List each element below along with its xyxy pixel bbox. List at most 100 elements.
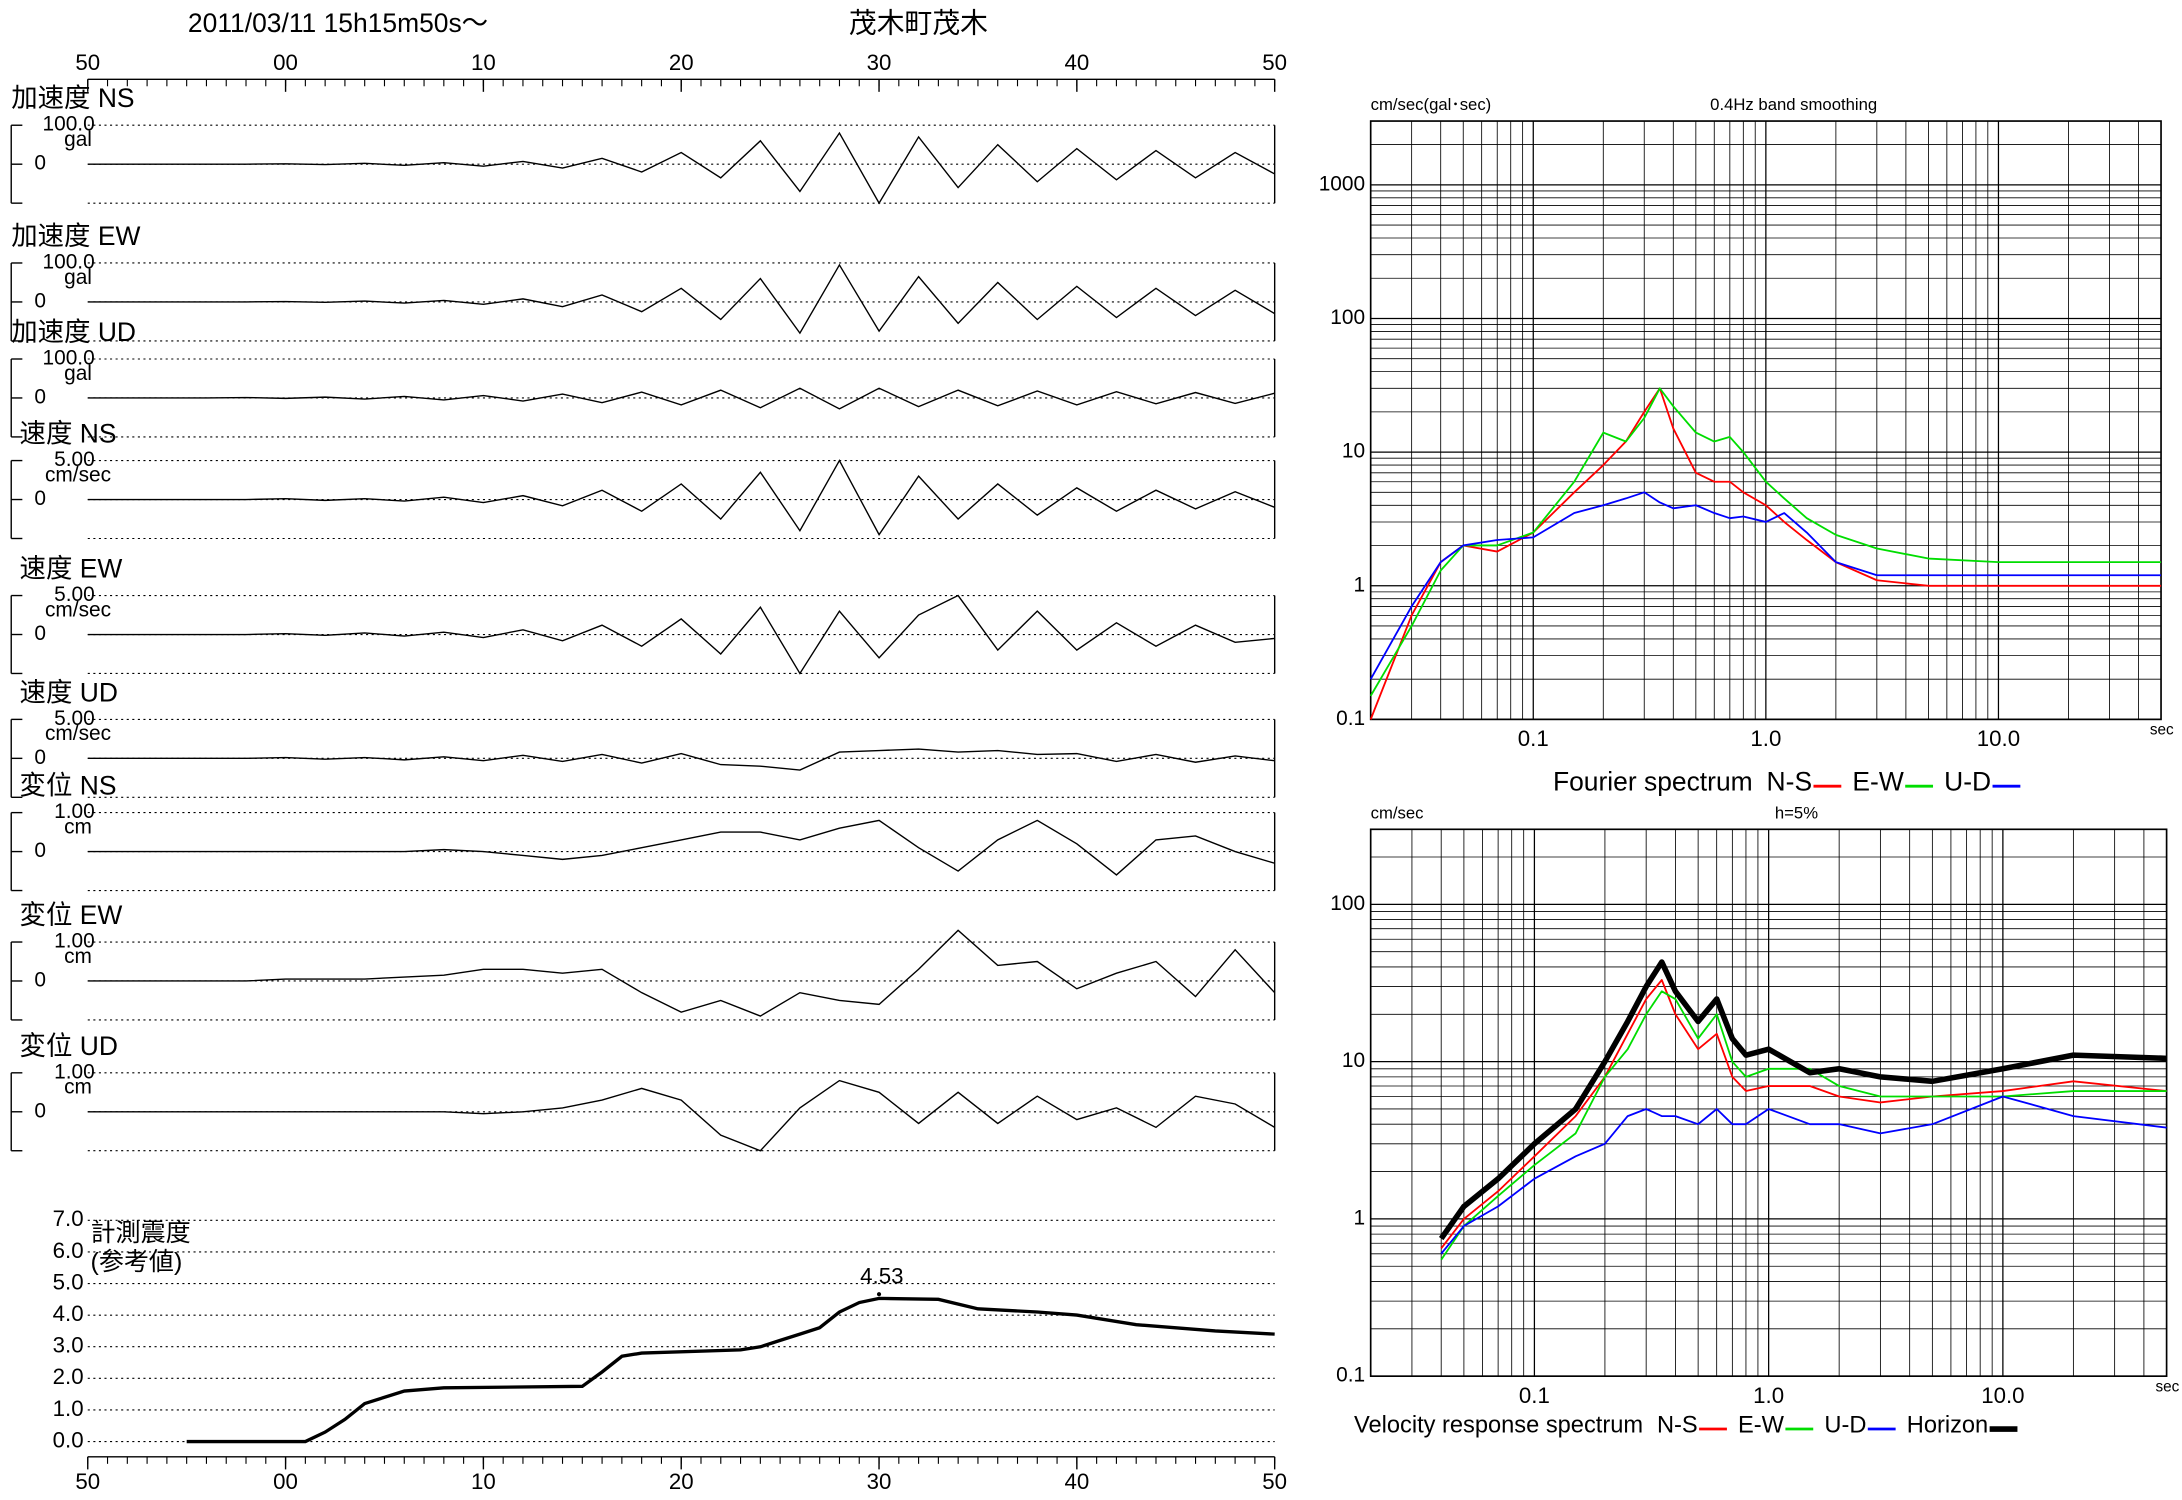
y-tick-label: 1000 <box>1319 172 1365 195</box>
legend-entry: N-S <box>1657 1413 1698 1439</box>
y-tick-label: 0 <box>34 289 46 312</box>
y-tick-label: 0.1 <box>1336 707 1365 730</box>
y-tick-label: 0 <box>34 839 46 862</box>
x-tick-label: 10.0 <box>1977 726 2020 751</box>
y-tick-label: 0.0 <box>53 1427 84 1452</box>
legend-title: Velocity response spectrum <box>1354 1413 1643 1439</box>
y-axis-label: cm/sec(gal･sec) <box>1371 95 1492 114</box>
intensity-subtitle: (参考値) <box>91 1248 183 1276</box>
unit-label: cm/sec <box>45 463 111 486</box>
x-tick-label: 50 <box>75 50 100 75</box>
y-axis-label: cm/sec <box>1371 803 1424 822</box>
x-tick-label: 40 <box>1064 1469 1089 1494</box>
y-tick-label: 5.00 <box>54 707 95 730</box>
waveform <box>87 929 1276 1017</box>
y-tick-label: 0 <box>34 487 46 510</box>
x-tick-label: 10 <box>471 1469 496 1494</box>
x-tick-label: 50 <box>1262 50 1287 75</box>
legend-entry: Horizon <box>1907 1413 1988 1439</box>
x-tick-label: 10.0 <box>1981 1383 2024 1408</box>
unit-label: gal <box>64 128 92 151</box>
x-tick-label: 40 <box>1064 50 1089 75</box>
legend-entry: U-D <box>1824 1413 1866 1439</box>
y-tick-label: 100 <box>1330 306 1365 329</box>
legend-entry: U-D <box>1944 766 1991 796</box>
panel-label: 速度 NS <box>20 419 117 449</box>
y-tick-label: 5.00 <box>54 583 95 606</box>
x-tick-label: 30 <box>867 1469 892 1494</box>
waveform <box>87 1079 1276 1152</box>
peak-dot <box>876 1292 882 1297</box>
y-tick-label: 0 <box>34 622 46 645</box>
unit-label: cm/sec <box>45 722 111 745</box>
waveform <box>87 459 1275 536</box>
y-tick-label: 0 <box>34 152 46 175</box>
plot-frame <box>1369 120 2162 721</box>
panel-label: 加速度 UD <box>11 317 136 347</box>
spectrum-line <box>1440 1095 2167 1255</box>
chart-title: 0.4Hz band smoothing <box>1710 95 1877 114</box>
panel-label: 変位 UD <box>20 1031 118 1061</box>
panel-label: 速度 UD <box>20 677 118 707</box>
y-tick-label: 100 <box>1330 892 1365 915</box>
unit-label: cm <box>64 945 92 968</box>
unit-label: cm/sec <box>45 598 111 621</box>
x-axis-label: sec <box>2150 722 2174 739</box>
y-tick-label: 10 <box>1342 1049 1365 1072</box>
x-axis-label: sec <box>2155 1378 2179 1395</box>
legend-title: Fourier spectrum <box>1553 766 1753 796</box>
x-tick-label: 00 <box>273 50 298 75</box>
waveform <box>87 131 1276 205</box>
x-tick-label: 30 <box>867 50 892 75</box>
plot-frame <box>1369 828 2168 1377</box>
waveform <box>87 594 1275 675</box>
x-tick-label: 0.1 <box>1518 726 1549 751</box>
x-tick-label: 50 <box>1262 1469 1287 1494</box>
x-tick-label: 00 <box>273 1469 298 1494</box>
panel-label: 加速度 NS <box>11 83 134 113</box>
peak-label: 4.53 <box>860 1263 903 1288</box>
panel-label: 変位 NS <box>20 771 117 801</box>
y-tick-label: 0 <box>34 1099 46 1122</box>
y-tick-label: 1.00 <box>54 1060 95 1083</box>
unit-label: gal <box>64 362 92 385</box>
y-tick-label: 0 <box>34 746 46 769</box>
y-tick-label: 6.0 <box>53 1238 84 1263</box>
y-tick-label: 100.0 <box>43 347 95 370</box>
legend-entry: E-W <box>1852 766 1903 796</box>
unit-label: gal <box>64 266 92 289</box>
x-tick-label: 1.0 <box>1753 1383 1784 1408</box>
unit-label: cm <box>64 815 92 838</box>
panel-label: 速度 EW <box>20 553 123 583</box>
y-tick-label: 5.00 <box>54 448 95 471</box>
y-tick-label: 100.0 <box>43 251 95 274</box>
y-tick-label: 100.0 <box>43 113 95 136</box>
panel-label: 加速度 EW <box>11 221 140 251</box>
chart-title: h=5% <box>1775 803 1818 822</box>
y-tick-label: 5.0 <box>53 1269 84 1294</box>
x-tick-label: 0.1 <box>1519 1383 1550 1408</box>
x-tick-label: 10 <box>471 50 496 75</box>
y-tick-label: 0 <box>34 385 46 408</box>
y-tick-label: 3.0 <box>53 1333 84 1358</box>
unit-label: cm <box>64 1076 92 1099</box>
legend-entry: E-W <box>1738 1413 1785 1439</box>
spectrum-line <box>1440 990 2167 1261</box>
waveform <box>87 748 1275 771</box>
y-tick-label: 1 <box>1354 573 1366 596</box>
panel-label: 変位 EW <box>20 900 123 930</box>
y-tick-label: 0.1 <box>1336 1364 1365 1387</box>
y-tick-label: 7.0 <box>53 1206 84 1231</box>
y-tick-label: 0 <box>34 968 46 991</box>
y-tick-label: 1.0 <box>53 1396 84 1421</box>
spectrum-line <box>1438 959 2167 1241</box>
record-time: 2011/03/11 15h15m50s～ <box>188 8 488 38</box>
waveform <box>87 819 1275 876</box>
waveform <box>87 263 1276 335</box>
y-tick-label: 1.00 <box>54 930 95 953</box>
y-tick-label: 1 <box>1354 1206 1366 1229</box>
intensity-line <box>186 1296 1275 1444</box>
station-name: 茂木町茂木 <box>849 7 988 38</box>
x-tick-label: 20 <box>669 1469 694 1494</box>
